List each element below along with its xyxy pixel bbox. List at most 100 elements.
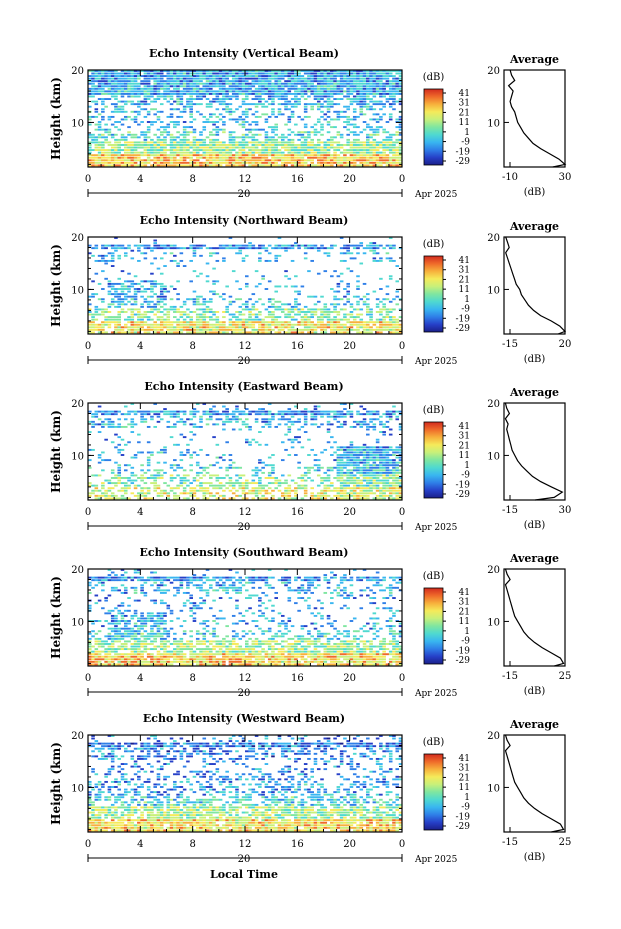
heatmap-cell bbox=[202, 466, 207, 469]
heatmap-cell bbox=[163, 75, 167, 78]
heatmap-cell bbox=[101, 326, 105, 329]
heatmap-cell bbox=[264, 146, 269, 149]
heatmap-cell bbox=[375, 118, 380, 121]
heatmap-cell bbox=[238, 484, 243, 487]
heatmap-cell bbox=[143, 146, 148, 149]
heatmap-cell bbox=[398, 487, 403, 490]
heatmap-cell bbox=[330, 328, 334, 331]
heatmap-cell bbox=[137, 159, 141, 162]
heatmap-cell bbox=[290, 285, 295, 288]
heatmap-cell bbox=[287, 72, 292, 75]
heatmap-cell bbox=[277, 300, 282, 303]
heatmap-cell bbox=[218, 244, 223, 247]
heatmap-cell bbox=[156, 295, 161, 298]
heatmap-cell bbox=[287, 149, 292, 152]
heatmap-cell bbox=[114, 305, 118, 308]
heatmap-cell bbox=[153, 75, 157, 78]
heatmap-cell bbox=[133, 133, 138, 136]
heatmap-cell bbox=[267, 75, 272, 78]
heatmap-cell bbox=[156, 146, 161, 149]
heatmap-cell bbox=[349, 492, 354, 495]
heatmap-cell bbox=[231, 321, 236, 324]
heatmap-cell bbox=[176, 70, 180, 72]
heatmap-cell bbox=[114, 80, 118, 83]
heatmap-cell bbox=[120, 161, 125, 164]
heatmap-cell bbox=[88, 92, 92, 95]
heatmap-cell bbox=[333, 295, 337, 298]
heatmap-cell bbox=[176, 484, 180, 487]
heatmap-cell bbox=[274, 326, 279, 329]
heatmap-cell bbox=[346, 479, 350, 482]
heatmap-cell bbox=[123, 82, 128, 85]
heatmap-cell bbox=[156, 82, 161, 85]
heatmap-cell bbox=[218, 92, 223, 95]
heatmap-cell bbox=[284, 321, 288, 324]
heatmap-cell bbox=[359, 321, 364, 324]
heatmap-cell bbox=[369, 316, 373, 319]
heatmap-cell bbox=[235, 244, 239, 247]
heatmap-cell bbox=[303, 141, 308, 144]
heatmap-cell bbox=[238, 118, 243, 121]
heatmap-cell bbox=[303, 159, 308, 162]
heatmap-cell bbox=[133, 487, 138, 490]
heatmap-cell bbox=[215, 98, 220, 100]
heatmap-cell bbox=[316, 87, 321, 90]
heatmap-cell bbox=[241, 328, 246, 331]
heatmap-cell bbox=[166, 316, 171, 319]
heatmap-cell bbox=[352, 497, 357, 500]
heatmap-cell bbox=[395, 80, 400, 83]
heatmap-cell bbox=[133, 164, 138, 167]
heatmap-cell bbox=[398, 149, 403, 152]
heatmap-cell bbox=[349, 477, 354, 479]
heatmap-cell bbox=[127, 149, 131, 152]
heatmap-cell bbox=[372, 252, 377, 255]
heatmap-cell bbox=[362, 92, 367, 95]
heatmap-cell bbox=[362, 105, 367, 108]
heatmap-cell bbox=[127, 90, 131, 93]
heatmap-cell bbox=[146, 487, 151, 490]
heatmap-cell bbox=[153, 92, 157, 95]
heatmap-cell bbox=[251, 305, 256, 308]
heatmap-cell bbox=[385, 161, 390, 164]
heatmap-cell bbox=[254, 90, 259, 93]
heatmap-cell bbox=[346, 298, 350, 301]
heatmap-cell bbox=[163, 141, 167, 144]
heatmap-cell bbox=[277, 77, 282, 80]
heatmap-cell bbox=[140, 252, 144, 255]
heatmap-cell bbox=[143, 133, 148, 136]
heatmap-cell bbox=[336, 141, 341, 144]
heatmap-cell bbox=[284, 270, 288, 273]
heatmap-cell bbox=[320, 146, 324, 149]
heatmap-cell bbox=[209, 492, 213, 495]
heatmap-cell bbox=[294, 123, 298, 126]
heatmap-cell bbox=[388, 115, 393, 118]
heatmap-cell bbox=[163, 98, 167, 100]
heatmap-cell bbox=[339, 487, 344, 490]
heatmap-cell bbox=[261, 128, 265, 131]
heatmap-cell bbox=[231, 326, 236, 329]
heatmap-cell bbox=[395, 138, 400, 141]
heatmap-cell bbox=[369, 126, 373, 129]
heatmap-cell bbox=[287, 141, 292, 144]
heatmap-cell bbox=[114, 316, 118, 319]
heatmap-cell bbox=[133, 72, 138, 75]
heatmap-cell bbox=[150, 482, 154, 485]
heatmap-cell bbox=[137, 313, 141, 316]
heatmap-cell bbox=[245, 141, 249, 144]
heatmap-cell bbox=[238, 77, 243, 80]
heatmap-cell bbox=[294, 98, 298, 100]
heatmap-cell bbox=[202, 115, 207, 118]
heatmap-cell bbox=[133, 295, 138, 298]
heatmap-cell bbox=[352, 484, 357, 487]
heatmap-cell bbox=[326, 77, 331, 80]
heatmap-cell bbox=[133, 154, 138, 157]
heatmap-cell bbox=[356, 90, 360, 93]
heatmap-cell bbox=[163, 161, 167, 164]
heatmap-cell bbox=[195, 90, 200, 93]
heatmap-cell bbox=[235, 326, 239, 329]
heatmap-cell bbox=[169, 159, 174, 162]
heatmap-cell bbox=[372, 100, 377, 103]
heatmap-cell bbox=[307, 159, 311, 162]
heatmap-cell bbox=[280, 90, 285, 93]
heatmap-cell bbox=[107, 90, 112, 93]
